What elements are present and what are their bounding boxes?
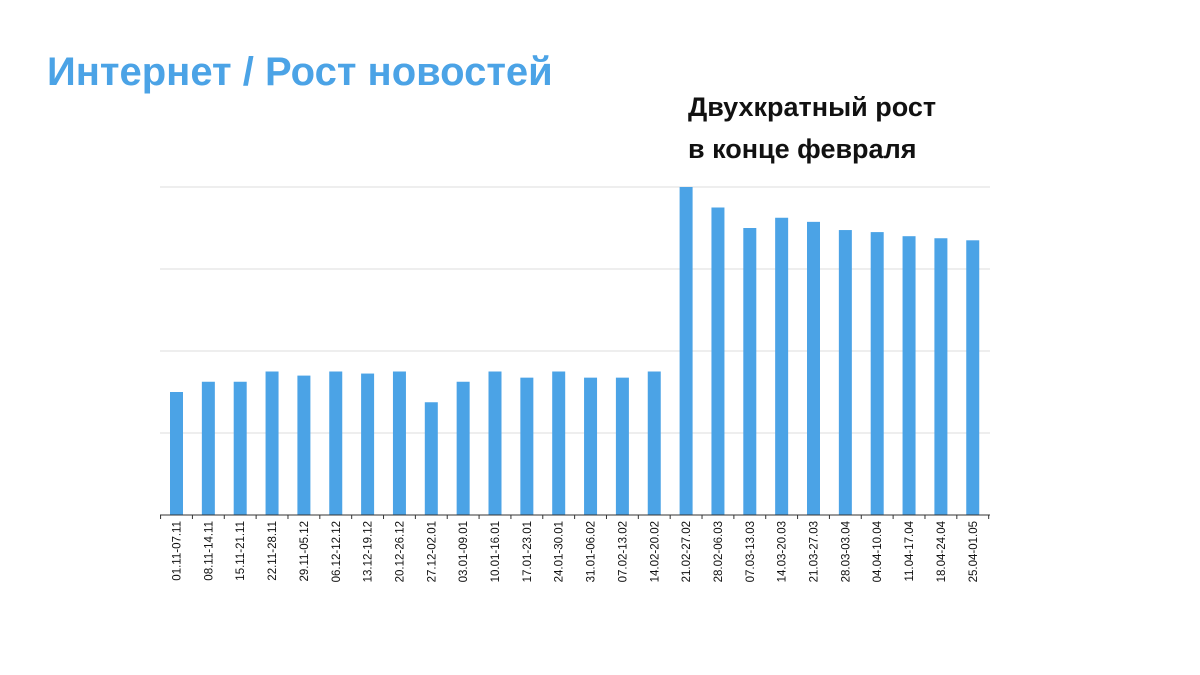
bar-28.03-03.04: [838, 230, 852, 516]
bar-17.01-23.01: [520, 377, 534, 515]
x-tick-label: 07.03-13.03: [745, 521, 757, 582]
x-tick-label: 28.02-06.03: [713, 521, 725, 582]
bar-07.03-13.03: [743, 228, 757, 515]
bar-29.11-05.12: [297, 375, 311, 515]
x-tick-label: 08.11-14.11: [203, 521, 215, 581]
annotation-line-2: в конце февраля: [688, 134, 917, 164]
bar-25.04-01.05: [966, 240, 980, 516]
x-tick-label: 24.01-30.01: [554, 521, 566, 582]
bar-07.02-13.02: [615, 377, 629, 515]
x-tick-label: 15.11-21.11: [235, 521, 247, 581]
annotation-line-1: Двухкратный рост: [688, 92, 937, 122]
bar-21.02-27.02: [679, 187, 693, 515]
x-tick-label: 28.03-03.04: [840, 520, 852, 582]
bar-11.04-17.04: [902, 236, 916, 515]
bar-06.12-12.12: [329, 371, 343, 515]
x-tick-label: 22.11-28.11: [267, 521, 279, 581]
x-tick-label: 21.03-27.03: [809, 521, 821, 582]
x-tick-label: 13.12-19.12: [363, 521, 375, 582]
bar-03.01-09.01: [456, 381, 470, 515]
bar-28.02-06.03: [711, 207, 725, 515]
x-tick-label: 06.12-12.12: [331, 521, 343, 582]
bar-20.12-26.12: [392, 371, 406, 515]
bar-22.11-28.11: [265, 371, 279, 515]
x-tick-label: 29.11-05.12: [299, 521, 311, 582]
x-tick-label: 27.12-02.01: [426, 521, 438, 582]
bar-01.11-07.11: [170, 392, 183, 515]
x-tick-label: 14.03-20.03: [777, 521, 789, 582]
x-tick-label: 14.02-20.02: [649, 521, 661, 582]
x-tick-label: 18.04-24.04: [936, 520, 948, 582]
x-tick-label: 20.12-26.12: [394, 521, 406, 582]
bar-08.11-14.11: [201, 381, 215, 515]
bar-13.12-19.12: [361, 373, 375, 515]
bar-15.11-21.11: [233, 381, 247, 515]
bar-31.01-06.02: [584, 377, 598, 515]
x-tick-label: 17.01-23.01: [522, 521, 534, 582]
bar-21.03-27.03: [807, 221, 820, 515]
x-tick-label: 25.04-01.05: [968, 521, 980, 582]
growth-annotation: Двухкратный рост в конце февраля: [688, 86, 936, 170]
x-tick-label: 04.04-10.04: [872, 520, 884, 582]
bar-14.03-20.03: [775, 217, 789, 515]
bar-24.01-30.01: [552, 371, 566, 515]
x-tick-label: 31.01-06.02: [586, 521, 598, 582]
x-tick-label: 07.02-13.02: [617, 521, 629, 582]
slide-title: Интернет / Рост новостей: [47, 50, 553, 94]
x-tick-label: 11.04-17.04: [904, 520, 916, 581]
bar-14.02-20.02: [647, 371, 661, 515]
x-tick-label: 21.02-27.02: [681, 521, 693, 582]
x-tick-label: 03.01-09.01: [458, 521, 470, 582]
x-tick-label: 01.11-07.11: [172, 521, 184, 581]
bar-18.04-24.04: [934, 238, 948, 515]
bar-10.01-16.01: [488, 371, 502, 515]
bar-04.04-10.04: [870, 232, 884, 515]
x-tick-label: 10.01-16.01: [490, 521, 502, 582]
bar-27.12-02.01: [424, 402, 438, 515]
